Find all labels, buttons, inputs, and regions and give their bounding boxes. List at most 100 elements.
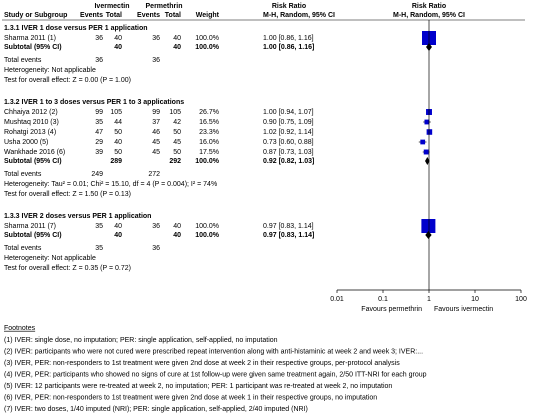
total-events-label: Total events — [4, 171, 42, 178]
risk-ratio: 1.00 [0.94, 1.07] — [263, 109, 314, 116]
total: 50 — [173, 149, 181, 156]
total: 50 — [173, 129, 181, 136]
study-name: Mushtaq 2010 (3) — [4, 119, 59, 126]
events: 47 — [95, 129, 103, 136]
subgroup-title: 1.3.3 IVER 2 doses versus PER 1 applicat… — [4, 213, 151, 220]
total: 45 — [173, 139, 181, 146]
weight: 100.0% — [195, 232, 220, 239]
column-header: Events — [80, 12, 103, 19]
total: 40 — [173, 44, 181, 51]
events: 39 — [95, 149, 103, 156]
total: 105 — [110, 109, 122, 116]
risk-ratio: 0.97 [0.83, 1.14] — [263, 223, 314, 230]
group-header: Permethrin — [146, 3, 183, 10]
events: 99 — [152, 109, 160, 116]
total: 289 — [110, 158, 122, 165]
heterogeneity: Heterogeneity: Tau² = 0.01; Chi² = 15.10… — [4, 181, 217, 188]
column-header: Events — [137, 12, 160, 19]
study-name: Wankhade 2016 (6) — [4, 149, 65, 156]
favours-left: Favours permethrin — [361, 306, 422, 313]
weight: 16.0% — [199, 139, 219, 146]
subtotal-diamond — [425, 157, 430, 165]
total: 40 — [114, 232, 122, 239]
study-square — [424, 119, 430, 125]
events: 36 — [152, 57, 160, 64]
study-square — [426, 129, 433, 135]
events: 272 — [148, 171, 160, 178]
weight: 23.3% — [199, 129, 219, 136]
total: 50 — [114, 129, 122, 136]
risk-ratio: 1.00 [0.86, 1.16] — [263, 44, 314, 51]
events: 249 — [91, 171, 103, 178]
total: 40 — [114, 139, 122, 146]
total: 105 — [169, 109, 181, 116]
weight: 26.7% — [199, 109, 219, 116]
subgroup-title: 1.3.2 IVER 1 to 3 doses versus PER 1 to … — [4, 99, 184, 106]
study-square — [420, 139, 426, 145]
subtotal-label: Subtotal (95% CI) — [4, 232, 62, 239]
footnote: (4) IVER, PER: participants who showed n… — [4, 371, 427, 378]
weight: 100.0% — [195, 158, 220, 165]
risk-ratio: 1.02 [0.92, 1.14] — [263, 129, 314, 136]
events: 45 — [152, 139, 160, 146]
column-header: M-H, Random, 95% CI — [393, 12, 465, 19]
heterogeneity: Heterogeneity: Not applicable — [4, 255, 96, 262]
column-header: Weight — [196, 12, 220, 19]
total: 40 — [114, 35, 122, 42]
events: 36 — [95, 57, 103, 64]
study-name: Sharma 2011 (7) — [4, 223, 56, 230]
footnote: (1) IVER: single dose, no imputation; PE… — [4, 337, 278, 344]
risk-ratio: 0.92 [0.82, 1.03] — [263, 158, 314, 165]
study-name: Rohatgi 2013 (4) — [4, 129, 56, 136]
risk-ratio: 1.00 [0.86, 1.16] — [263, 35, 314, 42]
risk-ratio: 0.97 [0.83, 1.14] — [263, 232, 314, 239]
column-header: Study or Subgroup — [4, 12, 67, 19]
overall-test: Test for overall effect: Z = 0.00 (P = 1… — [4, 77, 131, 84]
events: 36 — [152, 223, 160, 230]
total: 40 — [114, 223, 122, 230]
total: 40 — [114, 44, 122, 51]
tick-label: 1 — [427, 296, 431, 303]
events: 35 — [95, 245, 103, 252]
total: 40 — [173, 35, 181, 42]
risk-ratio: 0.90 [0.75, 1.09] — [263, 119, 314, 126]
weight: 100.0% — [195, 223, 219, 230]
study-name: Sharma 2011 (1) — [4, 35, 56, 42]
plot-header: Risk Ratio — [412, 3, 446, 10]
total-events-label: Total events — [4, 57, 42, 64]
footnote: (2) IVER: participants who were not cure… — [4, 348, 423, 355]
column-header: M-H, Random, 95% CI — [263, 12, 335, 19]
study-name: Usha 2000 (5) — [4, 139, 48, 146]
risk-ratio: 0.73 [0.60, 0.88] — [263, 139, 314, 146]
events: 99 — [95, 109, 103, 116]
events: 45 — [152, 149, 160, 156]
footnote: (7) IVER: two doses, 1/40 imputed (NRI);… — [4, 406, 308, 413]
subtotal-diamond — [425, 231, 432, 239]
tick-label: 0.01 — [330, 296, 344, 303]
total: 40 — [173, 232, 181, 239]
footnote: (6) IVER, PER: non-responders to 1st tre… — [4, 394, 377, 401]
study-square — [421, 219, 436, 233]
events: 36 — [152, 35, 160, 42]
weight: 17.5% — [199, 149, 219, 156]
subtotal-label: Subtotal (95% CI) — [4, 158, 62, 165]
overall-test: Test for overall effect: Z = 0.35 (P = 0… — [4, 265, 131, 272]
events: 37 — [152, 119, 160, 126]
events: 36 — [152, 245, 160, 252]
total-events-label: Total events — [4, 245, 42, 252]
weight: 16.5% — [199, 119, 219, 126]
subtotal-label: Subtotal (95% CI) — [4, 44, 62, 51]
overall-test: Test for overall effect: Z = 1.50 (P = 0… — [4, 191, 131, 198]
heterogeneity: Heterogeneity: Not applicable — [4, 67, 96, 74]
total: 44 — [114, 119, 122, 126]
events: 36 — [95, 35, 103, 42]
total: 50 — [114, 149, 122, 156]
weight: 100.0% — [195, 44, 220, 51]
effect-header: Risk Ratio — [272, 3, 306, 10]
total: 40 — [173, 223, 181, 230]
events: 35 — [95, 119, 103, 126]
study-name: Chhaiya 2012 (2) — [4, 109, 58, 116]
study-square — [423, 149, 429, 155]
tick-label: 100 — [515, 296, 527, 303]
